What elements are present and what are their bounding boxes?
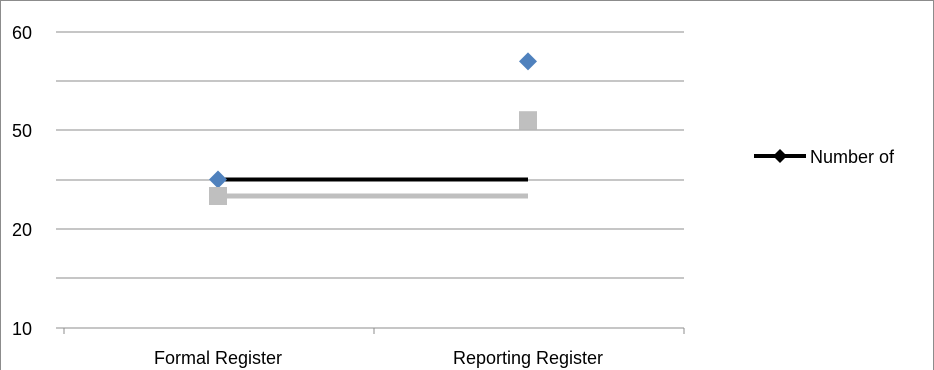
y-axis-tick-labels: 10 20 50 60 <box>12 23 32 339</box>
y-tick-label: 10 <box>12 319 32 339</box>
x-axis-category-labels: Formal Register Reporting Register <box>154 348 603 368</box>
legend-diamond-icon <box>773 149 787 163</box>
y-tick-label: 60 <box>12 23 32 43</box>
square-marker <box>519 111 537 129</box>
legend-label: Number of <box>810 147 895 167</box>
legend: Number of <box>754 147 895 167</box>
y-tick-label: 20 <box>12 220 32 240</box>
y-tick-label: 50 <box>12 121 32 141</box>
square-marker <box>209 187 227 205</box>
series-lines <box>218 180 528 197</box>
diamond-marker <box>209 171 227 189</box>
data-markers <box>209 52 537 205</box>
diamond-marker <box>519 52 537 70</box>
x-category-label: Reporting Register <box>453 348 603 368</box>
grid-lines <box>56 32 684 278</box>
x-category-label: Formal Register <box>154 348 282 368</box>
axes <box>56 328 684 334</box>
